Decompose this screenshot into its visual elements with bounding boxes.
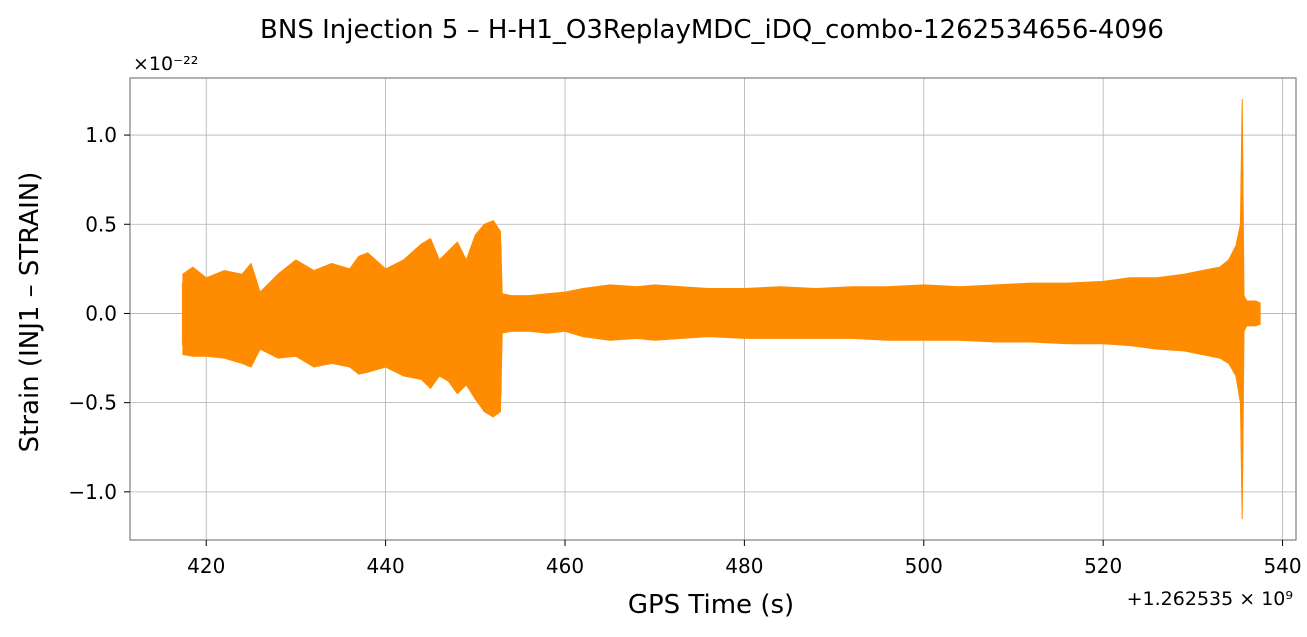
ticks-layer: 420 440 460 480 500 520 540 1.0 0.5 0.0 −0.5 −1.0 — [68, 123, 1301, 578]
y-tick-label: −1.0 — [68, 480, 117, 504]
y-scale-label: ×10⁻²² — [133, 53, 198, 75]
x-tick-label: 480 — [725, 554, 763, 578]
y-tick-label: −0.5 — [68, 391, 117, 415]
x-offset-label: +1.262535 × 10⁹ — [1127, 588, 1293, 610]
y-tick-label: 0.5 — [85, 212, 117, 236]
x-tick-label: 460 — [546, 554, 584, 578]
x-tick-label: 420 — [187, 554, 225, 578]
series-oscillation — [181, 171, 1260, 450]
chart-title: BNS Injection 5 – H-H1_O3ReplayMDC_iDQ_c… — [260, 15, 1164, 45]
x-tick-label: 520 — [1084, 554, 1122, 578]
x-tick-label: 500 — [905, 554, 943, 578]
x-axis-label: GPS Time (s) — [628, 590, 794, 620]
data-layer — [181, 98, 1261, 520]
y-axis-label: Strain (INJ1 – STRAIN) — [15, 172, 45, 453]
x-tick-label: 540 — [1263, 554, 1301, 578]
y-tick-label: 0.0 — [85, 301, 117, 325]
x-tick-label: 440 — [367, 554, 405, 578]
plot-frame — [129, 77, 1297, 541]
y-tick-label: 1.0 — [85, 123, 117, 147]
